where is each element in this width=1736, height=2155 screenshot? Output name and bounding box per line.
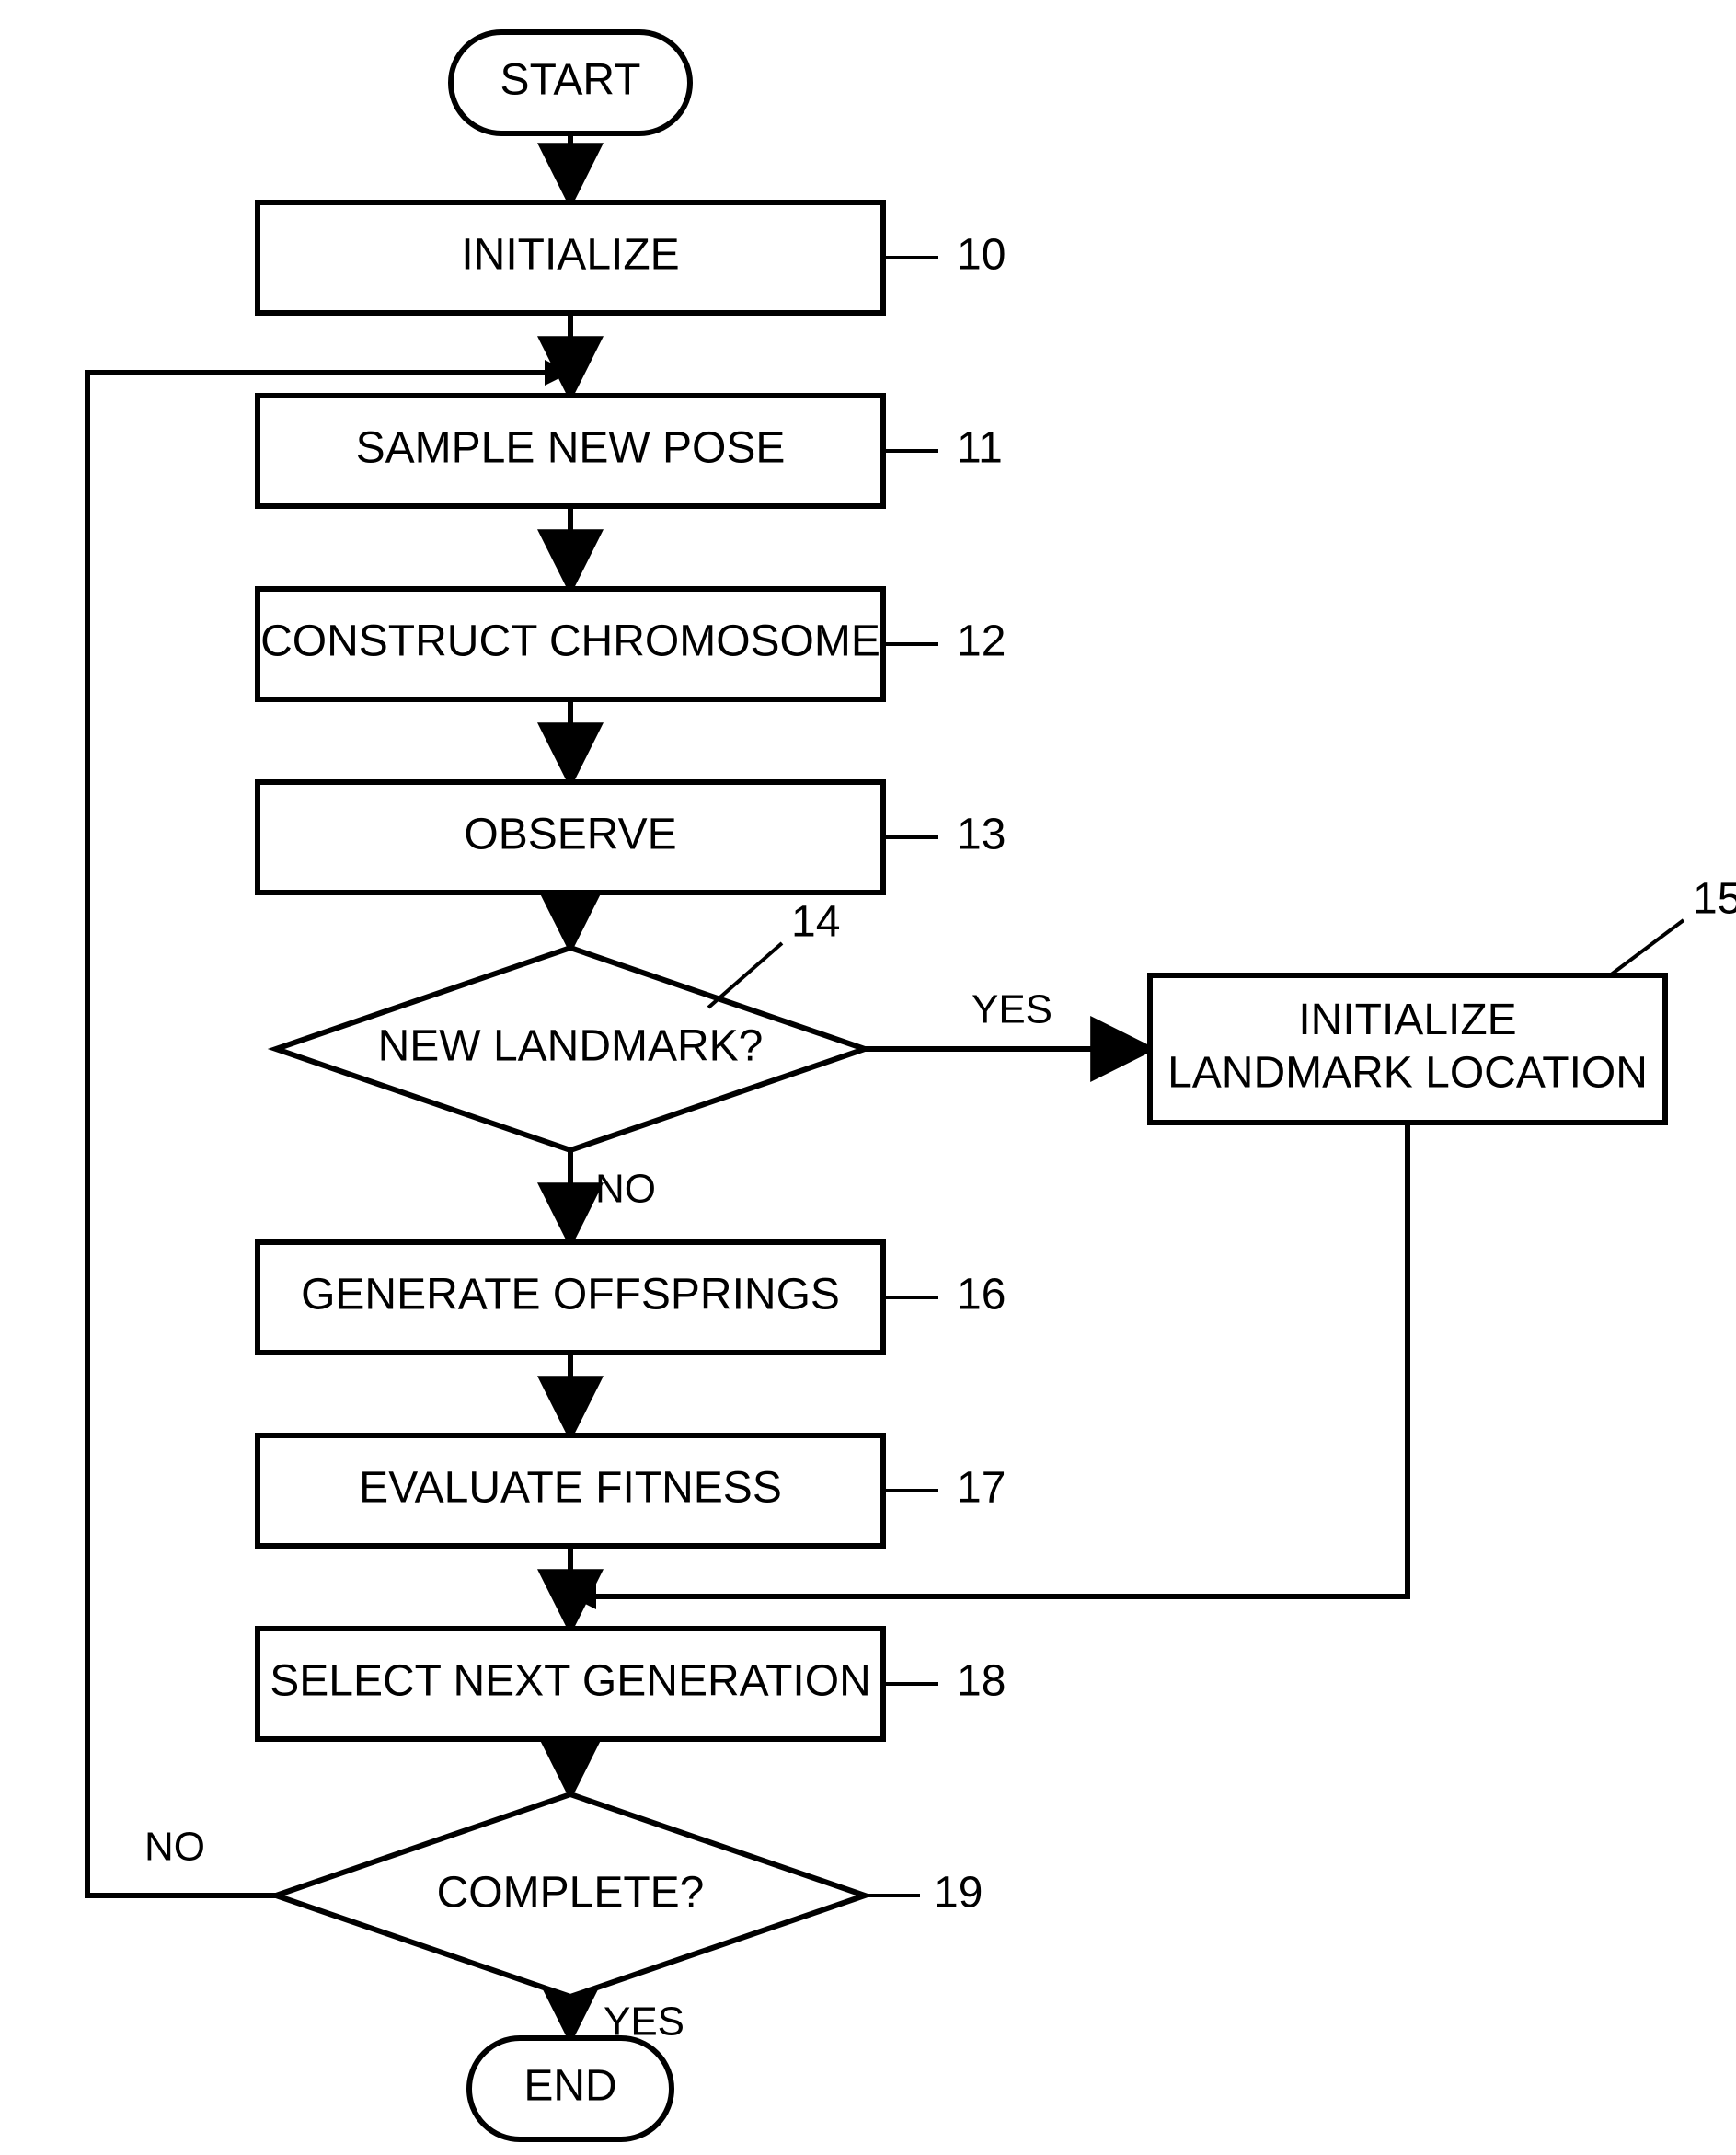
- node-label-start: START: [500, 56, 641, 105]
- node-n17: EVALUATE FITNESS 17: [258, 1435, 1006, 1546]
- node-label-end: END: [523, 2062, 616, 2111]
- node-label-n10: INITIALIZE: [461, 231, 679, 280]
- node-label-n12: CONSTRUCT CHROMOSOME: [260, 617, 880, 666]
- node-start: START: [451, 32, 690, 133]
- node-ref-n15: 15: [1693, 875, 1736, 924]
- node-n13: OBSERVE 13: [258, 782, 1006, 893]
- node-label-n15-line0: INITIALIZE: [1298, 996, 1516, 1044]
- node-label-n11: SAMPLE NEW POSE: [356, 424, 786, 473]
- node-end: END: [469, 2038, 672, 2139]
- node-n19: COMPLETE? 19: [276, 1794, 983, 1997]
- node-label-n18: SELECT NEXT GENERATION: [270, 1657, 870, 1706]
- node-n18: SELECT NEXT GENERATION 18: [258, 1629, 1006, 1739]
- node-n10: INITIALIZE 10: [258, 202, 1006, 313]
- edge-label-n14-n15: YES: [971, 987, 1052, 1032]
- node-label-n17: EVALUATE FITNESS: [359, 1464, 782, 1513]
- node-ref-n14: 14: [791, 898, 840, 947]
- node-label-n15-line1: LANDMARK LOCATION: [1167, 1048, 1648, 1097]
- node-label-n14: NEW LANDMARK?: [378, 1022, 764, 1071]
- node-n12: CONSTRUCT CHROMOSOME 12: [258, 589, 1006, 699]
- nodes-layer: START INITIALIZE 10 SAMPLE NEW POSE 11 CONSTR…: [258, 32, 1736, 2139]
- node-ref-n18: 18: [957, 1657, 1006, 1706]
- loop-back-arrowhead: [545, 360, 570, 386]
- node-n15: INITIALIZELANDMARK LOCATION 15: [1150, 875, 1736, 1123]
- n15-merge-arrowhead: [570, 1584, 596, 1609]
- node-ref-n19: 19: [934, 1869, 983, 1918]
- flowchart-canvas: NOYESYESNO STARTINITIALIZE10SAMPLE NEW P…: [0, 0, 1736, 2155]
- node-label-n16: GENERATE OFFSPRINGS: [301, 1271, 840, 1320]
- node-ref-n12: 12: [957, 617, 1006, 666]
- edge-label-n14-n16: NO: [595, 1167, 656, 1212]
- node-ref-n16: 16: [957, 1271, 1006, 1320]
- node-ref-n10: 10: [957, 231, 1006, 280]
- node-n11: SAMPLE NEW POSE 11: [258, 396, 1003, 506]
- node-n16: GENERATE OFFSPRINGS 16: [258, 1242, 1006, 1353]
- node-label-n19: COMPLETE?: [437, 1869, 705, 1918]
- node-ref-n17: 17: [957, 1464, 1006, 1513]
- edge-label-n19-n11-loop: NO: [144, 1825, 205, 1870]
- node-ref-n11: 11: [957, 424, 1003, 473]
- node-ref-n13: 13: [957, 811, 1006, 859]
- node-label-n13: OBSERVE: [464, 811, 676, 859]
